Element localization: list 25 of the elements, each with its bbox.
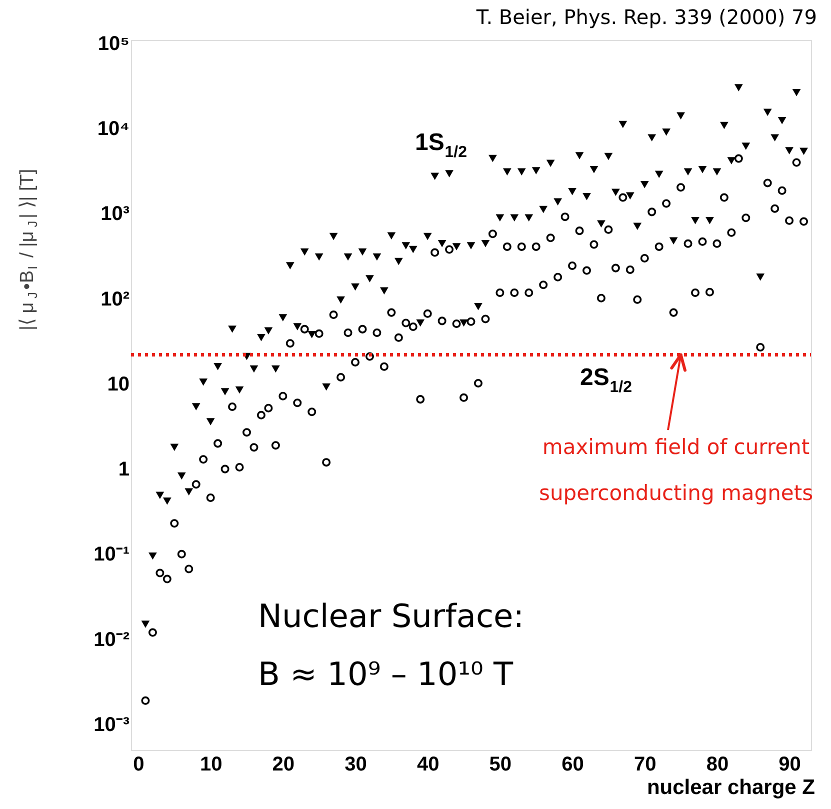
y-tick-label: 1 [118, 458, 130, 481]
x-axis-title: nuclear charge Z [646, 776, 816, 799]
y-tick-label: 10² [100, 288, 130, 310]
y-tick-label: 10³ [100, 203, 130, 226]
x-tick-label: 30 [344, 754, 367, 776]
x-tick-label: 0 [133, 754, 144, 776]
x-tick-label: 50 [489, 754, 512, 776]
x-tick-label: 40 [416, 754, 440, 776]
x-tick-label: 90 [778, 754, 801, 776]
annotation: maximum field of current superconducting magnets [538, 435, 814, 505]
text: T. Beier, Phys. Rep. 339 (2000) 79 [475, 5, 817, 29]
x-tick-label: 20 [272, 754, 295, 776]
y-tick-label: 10 [107, 373, 130, 396]
y-axis-title: |⟨ μJ•BI / |μJ| ⟩| [T] [17, 168, 40, 330]
annotation: Nuclear Surface: [258, 597, 524, 635]
annotation: B ≈ 10⁹ – 10¹⁰ T [258, 655, 514, 693]
y-tick-label: 10⁻² [94, 628, 130, 651]
y-tick-label: 10⁻³ [94, 714, 130, 736]
x-tick-label: 10 [200, 754, 222, 776]
y-tick-label: 10⁵ [98, 33, 130, 56]
x-tick-label: 60 [562, 754, 584, 776]
y-tick-label: 10⁴ [97, 118, 130, 140]
x-tick-label: 70 [634, 754, 656, 776]
x-tick-label: 80 [706, 754, 729, 776]
y-tick-label: 10⁻¹ [94, 544, 130, 566]
